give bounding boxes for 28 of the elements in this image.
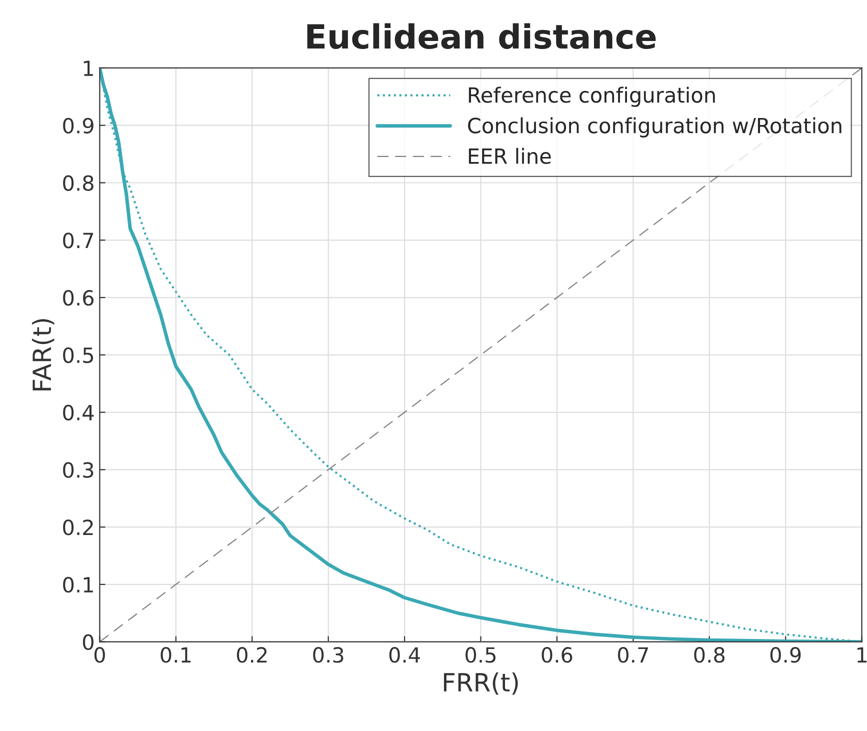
y-tick-label: 0.7 [63, 232, 94, 248]
x-axis-title: FRR(t) [444, 672, 518, 695]
x-tick-label: 1 [857, 647, 866, 663]
y-axis-title: FAR(t) [32, 319, 54, 390]
y-tick-label: 0.6 [63, 290, 94, 306]
y-tick-label: 0.9 [63, 118, 94, 134]
y-tick-label: 0.3 [63, 462, 94, 478]
x-tick-label: 0.7 [618, 647, 648, 663]
chart-title: Euclidean distance [307, 23, 656, 50]
x-tick-label: 0 [94, 647, 105, 663]
x-tick-label: 0.1 [160, 647, 191, 663]
x-tick-label: 0.9 [770, 647, 801, 663]
x-tick-label: 0.8 [694, 647, 725, 663]
x-tick-label: 0.6 [542, 647, 572, 663]
y-tick-label: 0.2 [63, 520, 93, 536]
y-tick-label: 0.5 [63, 347, 94, 364]
y-tick-label: 1 [84, 60, 93, 76]
x-tick-label: 0.4 [389, 647, 420, 663]
y-tick-label: 0.8 [63, 175, 94, 191]
legend-label: Conclusion configuration w/Rotation [468, 117, 842, 138]
x-tick-label: 0.3 [313, 647, 344, 663]
legend-label: Reference configuration [468, 86, 715, 107]
x-tick-label: 0.5 [466, 647, 496, 663]
legend-label: EER line [468, 148, 551, 164]
x-tick-label: 0.2 [236, 647, 267, 663]
y-tick-label: 0 [82, 634, 94, 650]
y-tick-label: 0.1 [63, 576, 93, 593]
y-tick-label: 0.4 [63, 404, 94, 420]
